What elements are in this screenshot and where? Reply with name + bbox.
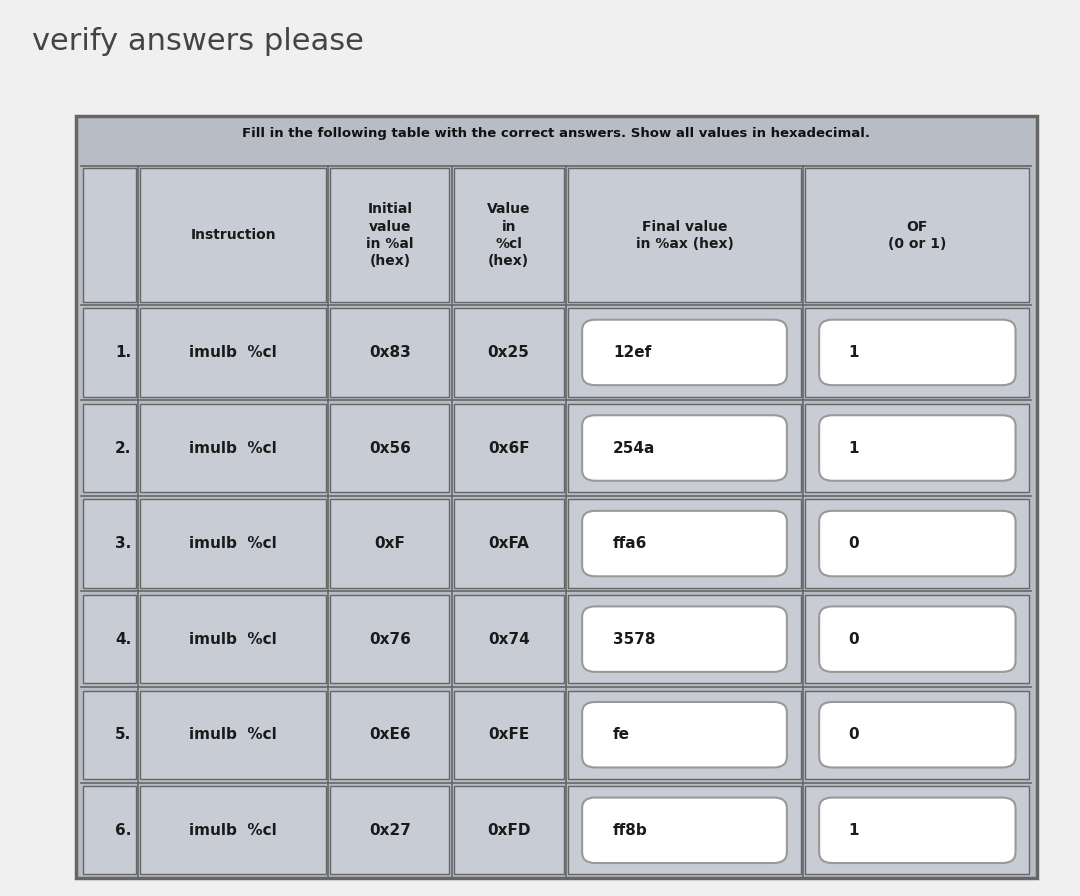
Text: ffa6: ffa6 — [612, 536, 647, 551]
Text: 254a: 254a — [612, 441, 656, 455]
Text: 0: 0 — [849, 536, 860, 551]
FancyBboxPatch shape — [568, 168, 801, 302]
Text: Value
in
%cl
(hex): Value in %cl (hex) — [487, 202, 530, 268]
FancyBboxPatch shape — [819, 797, 1015, 863]
FancyBboxPatch shape — [582, 702, 787, 768]
FancyBboxPatch shape — [330, 786, 449, 874]
Text: 0x83: 0x83 — [369, 345, 410, 360]
Text: OF
(0 or 1): OF (0 or 1) — [888, 220, 946, 251]
FancyBboxPatch shape — [330, 499, 449, 588]
Text: ff8b: ff8b — [612, 823, 648, 838]
Text: 1.: 1. — [114, 345, 131, 360]
FancyBboxPatch shape — [454, 786, 564, 874]
Text: 0x74: 0x74 — [488, 632, 529, 647]
FancyBboxPatch shape — [83, 499, 136, 588]
FancyBboxPatch shape — [582, 511, 787, 576]
FancyBboxPatch shape — [76, 116, 1037, 878]
Text: 1: 1 — [849, 345, 859, 360]
FancyBboxPatch shape — [454, 308, 564, 397]
FancyBboxPatch shape — [819, 607, 1015, 672]
FancyBboxPatch shape — [83, 786, 136, 874]
Text: 1: 1 — [849, 441, 859, 455]
Text: 6.: 6. — [114, 823, 132, 838]
FancyBboxPatch shape — [330, 308, 449, 397]
Text: 0xF: 0xF — [375, 536, 405, 551]
FancyBboxPatch shape — [806, 691, 1029, 779]
FancyBboxPatch shape — [330, 168, 449, 302]
FancyBboxPatch shape — [582, 607, 787, 672]
FancyBboxPatch shape — [819, 320, 1015, 385]
FancyBboxPatch shape — [330, 595, 449, 684]
FancyBboxPatch shape — [568, 786, 801, 874]
FancyBboxPatch shape — [454, 404, 564, 492]
FancyBboxPatch shape — [819, 415, 1015, 481]
FancyBboxPatch shape — [454, 168, 564, 302]
FancyBboxPatch shape — [454, 499, 564, 588]
FancyBboxPatch shape — [140, 786, 326, 874]
Text: 4.: 4. — [114, 632, 131, 647]
Text: 0xE6: 0xE6 — [369, 728, 410, 742]
FancyBboxPatch shape — [83, 168, 136, 302]
Text: 0x56: 0x56 — [369, 441, 410, 455]
Text: 12ef: 12ef — [612, 345, 651, 360]
FancyBboxPatch shape — [582, 797, 787, 863]
FancyBboxPatch shape — [806, 308, 1029, 397]
FancyBboxPatch shape — [454, 595, 564, 684]
FancyBboxPatch shape — [83, 595, 136, 684]
Text: imulb  %cl: imulb %cl — [189, 823, 276, 838]
FancyBboxPatch shape — [83, 404, 136, 492]
Text: imulb  %cl: imulb %cl — [189, 632, 276, 647]
Text: Initial
value
in %al
(hex): Initial value in %al (hex) — [366, 202, 414, 268]
FancyBboxPatch shape — [454, 691, 564, 779]
Text: 5.: 5. — [114, 728, 131, 742]
FancyBboxPatch shape — [806, 404, 1029, 492]
Text: 0x27: 0x27 — [369, 823, 410, 838]
FancyBboxPatch shape — [582, 415, 787, 481]
Text: 2.: 2. — [114, 441, 132, 455]
Text: 3.: 3. — [114, 536, 131, 551]
Text: 0xFD: 0xFD — [487, 823, 530, 838]
Text: 0xFA: 0xFA — [488, 536, 529, 551]
Text: 3578: 3578 — [612, 632, 656, 647]
FancyBboxPatch shape — [806, 786, 1029, 874]
Text: imulb  %cl: imulb %cl — [189, 536, 276, 551]
Text: 0xFE: 0xFE — [488, 728, 529, 742]
FancyBboxPatch shape — [819, 702, 1015, 768]
FancyBboxPatch shape — [330, 404, 449, 492]
FancyBboxPatch shape — [568, 499, 801, 588]
FancyBboxPatch shape — [140, 404, 326, 492]
FancyBboxPatch shape — [140, 499, 326, 588]
Text: fe: fe — [612, 728, 630, 742]
FancyBboxPatch shape — [582, 320, 787, 385]
FancyBboxPatch shape — [806, 499, 1029, 588]
FancyBboxPatch shape — [83, 691, 136, 779]
FancyBboxPatch shape — [568, 595, 801, 684]
FancyBboxPatch shape — [140, 308, 326, 397]
Text: Final value
in %ax (hex): Final value in %ax (hex) — [635, 220, 733, 251]
FancyBboxPatch shape — [806, 168, 1029, 302]
Text: 0x6F: 0x6F — [488, 441, 529, 455]
Text: Instruction: Instruction — [190, 228, 275, 242]
FancyBboxPatch shape — [140, 595, 326, 684]
Text: 0: 0 — [849, 728, 860, 742]
Text: verify answers please: verify answers please — [32, 27, 364, 56]
FancyBboxPatch shape — [330, 691, 449, 779]
FancyBboxPatch shape — [568, 308, 801, 397]
FancyBboxPatch shape — [806, 595, 1029, 684]
Text: 0: 0 — [849, 632, 860, 647]
FancyBboxPatch shape — [83, 308, 136, 397]
FancyBboxPatch shape — [568, 691, 801, 779]
Text: 0x25: 0x25 — [488, 345, 529, 360]
Text: Fill in the following table with the correct answers. Show all values in hexadec: Fill in the following table with the cor… — [242, 127, 870, 141]
FancyBboxPatch shape — [140, 691, 326, 779]
Text: imulb  %cl: imulb %cl — [189, 728, 276, 742]
FancyBboxPatch shape — [140, 168, 326, 302]
Text: imulb  %cl: imulb %cl — [189, 441, 276, 455]
Text: 0x76: 0x76 — [369, 632, 410, 647]
FancyBboxPatch shape — [568, 404, 801, 492]
FancyBboxPatch shape — [819, 511, 1015, 576]
Text: imulb  %cl: imulb %cl — [189, 345, 276, 360]
Text: 1: 1 — [849, 823, 859, 838]
